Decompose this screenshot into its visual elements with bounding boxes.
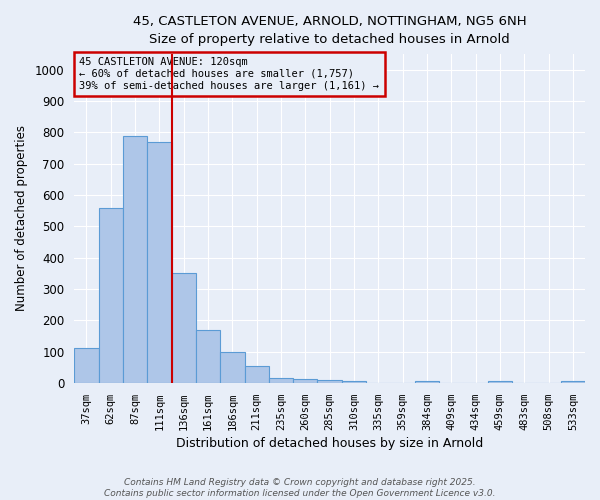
Bar bbox=[269, 378, 293, 383]
Bar bbox=[220, 352, 245, 383]
Title: 45, CASTLETON AVENUE, ARNOLD, NOTTINGHAM, NG5 6NH
Size of property relative to d: 45, CASTLETON AVENUE, ARNOLD, NOTTINGHAM… bbox=[133, 15, 526, 46]
Bar bbox=[245, 366, 269, 383]
Bar bbox=[147, 142, 172, 383]
Bar bbox=[317, 380, 342, 383]
Bar bbox=[560, 382, 585, 383]
Bar bbox=[123, 136, 147, 383]
Text: 45 CASTLETON AVENUE: 120sqm
← 60% of detached houses are smaller (1,757)
39% of : 45 CASTLETON AVENUE: 120sqm ← 60% of det… bbox=[79, 58, 379, 90]
Bar bbox=[98, 208, 123, 383]
Bar bbox=[415, 382, 439, 383]
X-axis label: Distribution of detached houses by size in Arnold: Distribution of detached houses by size … bbox=[176, 437, 483, 450]
Bar bbox=[196, 330, 220, 383]
Bar bbox=[74, 348, 98, 383]
Bar bbox=[293, 379, 317, 383]
Text: Contains HM Land Registry data © Crown copyright and database right 2025.
Contai: Contains HM Land Registry data © Crown c… bbox=[104, 478, 496, 498]
Y-axis label: Number of detached properties: Number of detached properties bbox=[15, 126, 28, 312]
Bar bbox=[488, 382, 512, 383]
Bar bbox=[342, 382, 366, 383]
Bar bbox=[172, 274, 196, 383]
